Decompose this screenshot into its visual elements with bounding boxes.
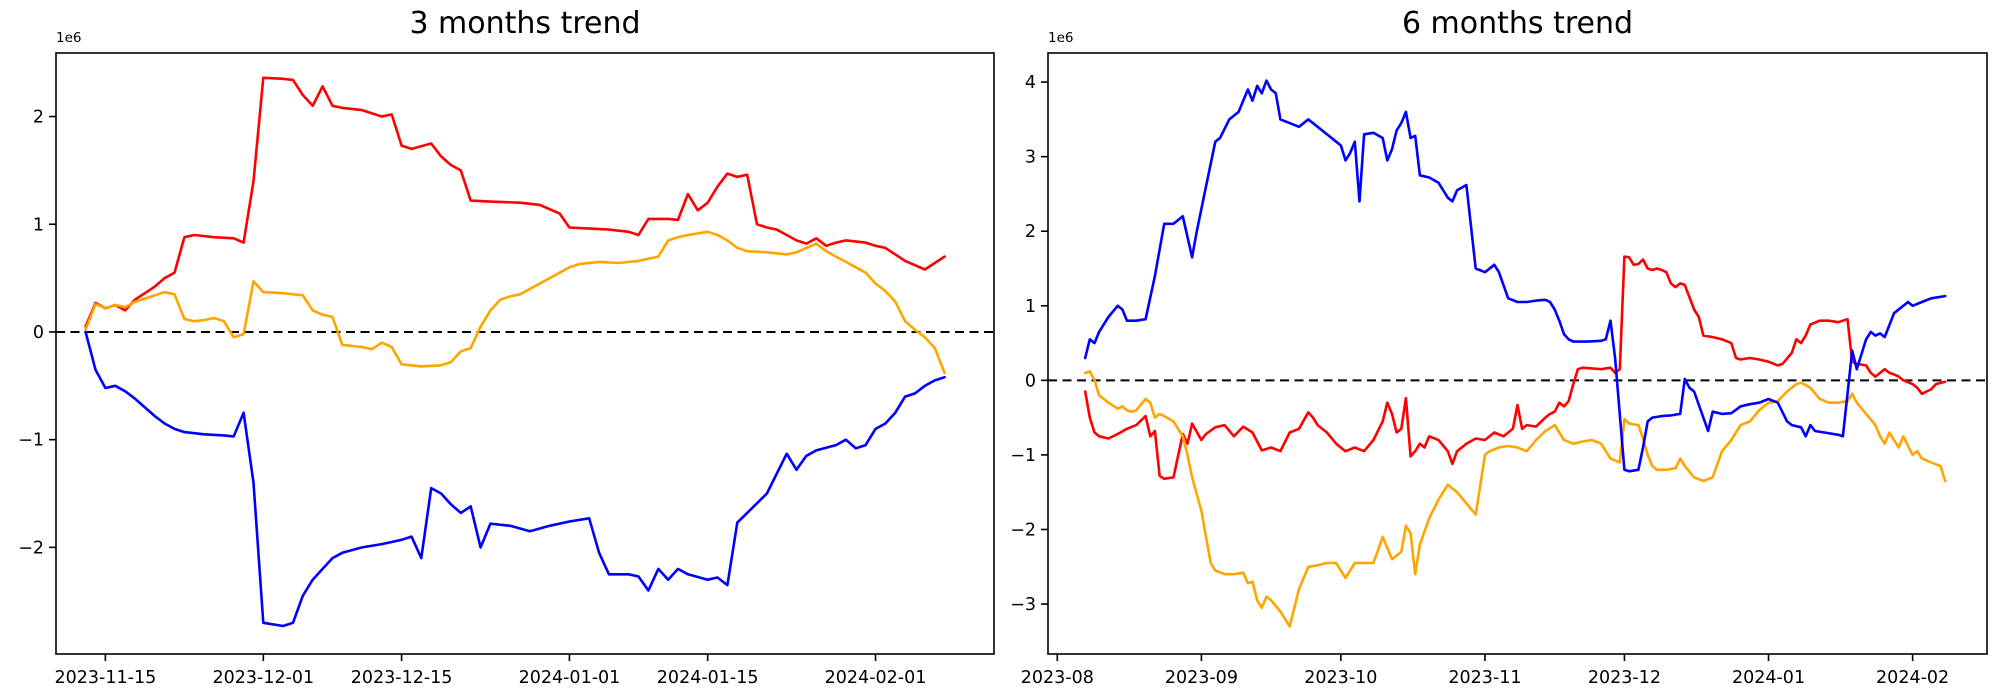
y-axis-tick-label: −2 xyxy=(18,538,44,558)
x-axis-tick-label: 2023-12-15 xyxy=(351,668,453,688)
y-axis-tick-label: 2 xyxy=(33,108,44,128)
three-months-trend-plot: 2023-11-15 2023-12-01 2023-12-15 2024-01-01… xyxy=(18,52,995,688)
right-chart-title: 6 months trend xyxy=(1401,6,1634,41)
left-chart-title: 3 months trend xyxy=(409,6,641,41)
x-axis-tick-label: 2023-10 xyxy=(1304,668,1377,688)
y-axis-tick-label: −1 xyxy=(18,431,44,451)
x-axis-tick-label: 2024-01-01 xyxy=(519,668,621,688)
x-axis-tick-label: 2023-12-01 xyxy=(212,668,314,688)
blue-series-line xyxy=(84,330,946,628)
x-axis-tick-label: 2024-02-01 xyxy=(825,668,927,688)
six-months-trend-plot: 2023-08 2023-09 2023-10 2023-11 2023-12 2024-… xyxy=(1010,52,1988,688)
y-axis-tick-label: −2 xyxy=(1010,520,1036,540)
y-axis-tick-label: 0 xyxy=(1025,371,1036,391)
x-axis-tick-label: 2024-02 xyxy=(1876,668,1949,688)
y-axis-tick-label: −1 xyxy=(1010,446,1036,466)
orange-series-line xyxy=(1083,370,1947,628)
right-y-axis-offset-label: 1e6 xyxy=(1048,30,1074,46)
y-axis-tick-label: 2 xyxy=(1025,222,1036,242)
x-axis-tick-label: 2024-01 xyxy=(1732,668,1805,688)
x-axis-tick-label: 2023-12 xyxy=(1588,668,1661,688)
blue-series-line xyxy=(1083,79,1947,473)
axes-spines xyxy=(1047,52,1988,655)
x-axis-tick-label: 2023-11 xyxy=(1448,668,1521,688)
red-series-line xyxy=(1083,255,1947,481)
x-axis-tick-label: 2023-09 xyxy=(1165,668,1238,688)
y-axis-tick-label: 1 xyxy=(33,215,44,235)
y-axis-tick-label: 3 xyxy=(1025,148,1036,168)
x-axis-tick-label: 2023-08 xyxy=(1021,668,1094,688)
y-axis-tick-label: 0 xyxy=(33,323,44,343)
x-axis-tick-label: 2024-01-15 xyxy=(657,668,759,688)
orange-series-line xyxy=(84,230,946,375)
y-axis-tick-label: 1 xyxy=(1025,297,1036,317)
x-axis-tick-label: 2023-11-15 xyxy=(55,668,157,688)
axes-spines xyxy=(55,52,995,655)
left-y-axis-offset-label: 1e6 xyxy=(56,30,82,46)
y-axis-tick-label: −3 xyxy=(1010,595,1036,615)
y-axis-tick-label: 4 xyxy=(1025,73,1036,93)
red-series-line xyxy=(84,76,946,328)
